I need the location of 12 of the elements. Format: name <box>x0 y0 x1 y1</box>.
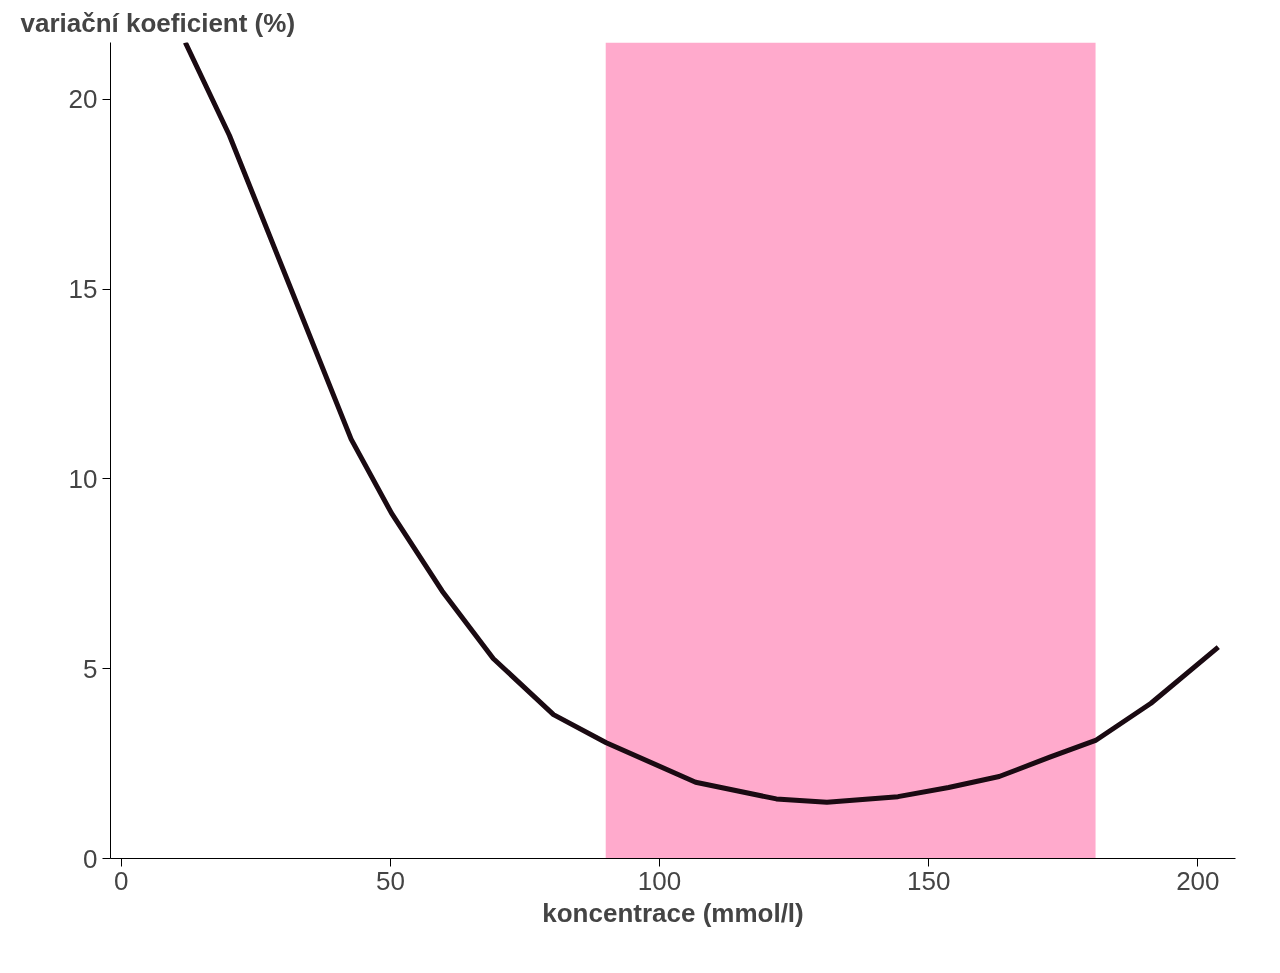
x-tick-label: 0 <box>114 865 129 896</box>
y-tick-label: 0 <box>83 843 98 874</box>
x-tick-label: 50 <box>375 865 405 896</box>
x-axis-title: koncentrace (mmol/l) <box>542 897 804 928</box>
y-axis-title: variační koeficient (%) <box>20 7 296 38</box>
x-tick-label: 200 <box>1176 865 1220 896</box>
x-tick-label: 100 <box>637 865 682 896</box>
y-tick-label: 15 <box>68 274 98 305</box>
x-tick-label: 150 <box>906 865 951 896</box>
y-tick-label: 5 <box>83 653 98 684</box>
y-tick-label: 10 <box>68 463 98 494</box>
y-tick-label: 20 <box>68 84 98 115</box>
